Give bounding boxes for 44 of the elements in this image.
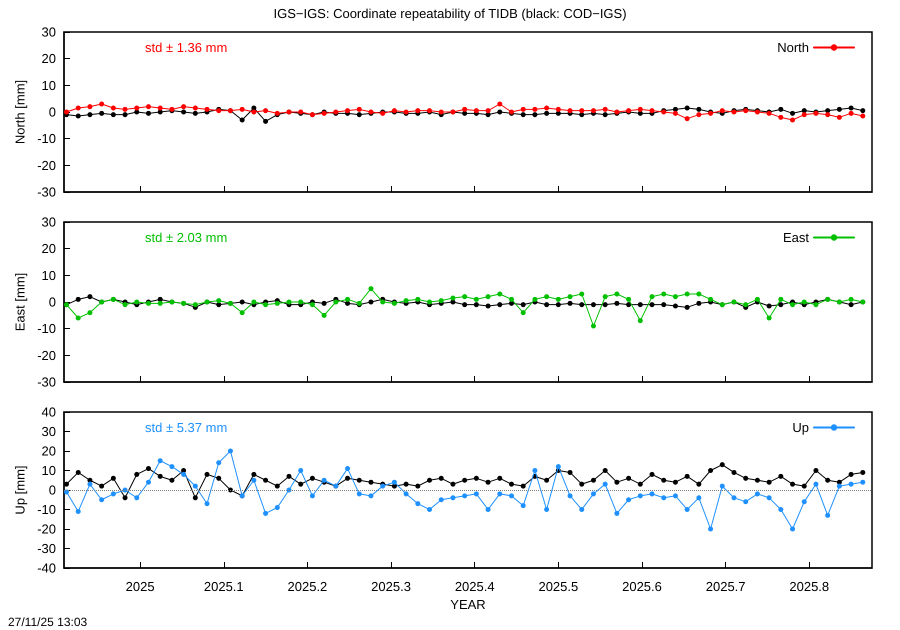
y-tick-label: 40 [42,404,56,420]
x-axis-title: YEAR [450,597,486,612]
y-tick-label: -30 [37,541,56,556]
x-tick-label: 2025.1 [204,579,244,594]
chart-title: IGS−IGS: Coordinate repeatability of TIDB (black: COD−IGS) [273,6,627,21]
y-tick-label: 0 [48,104,56,120]
y-axis-title: Up [mm] [12,465,28,515]
y-tick-label: -20 [37,522,56,536]
y-tick-label: 0 [48,294,56,310]
y-tick-label: -10 [37,502,56,517]
x-tick-label: 2025.3 [371,579,411,594]
y-tick-label: -40 [37,560,56,576]
y-tick-label: -20 [37,348,56,363]
y-tick-label: -30 [37,374,56,390]
y-tick-label: -20 [37,158,56,173]
y-tick-label: 20 [42,444,56,458]
text: 27/11/25 13:03 [8,615,88,629]
legend-label: Up [792,420,809,435]
y-tick-label: 10 [42,78,56,93]
y-axis-title: North [mm] [12,80,28,144]
y-tick-label: 20 [42,51,56,66]
y-tick-label: 30 [42,24,56,40]
x-tick-label: 2025.5 [538,579,578,594]
y-tick-label: -10 [37,321,56,336]
annotation: std ± 2.03 mm [145,230,228,245]
y-tick-label: 30 [42,424,56,439]
x-tick-label: 2025 [126,579,155,594]
x-tick-label: 2025.2 [288,579,328,594]
y-tick-label: 0 [48,482,56,498]
x-tick-label: 2025.8 [789,579,830,594]
x-tick-label: 2025.7 [706,579,746,594]
legend-label: East [782,230,810,245]
y-tick-label: 10 [42,463,56,478]
y-tick-label: 30 [42,214,56,230]
y-tick-label: -30 [37,184,56,200]
legend-label: North [777,40,809,55]
y-tick-label: 20 [42,241,56,256]
annotation: std ± 1.36 mm [145,40,228,55]
y-axis-title: East [mm] [12,272,28,332]
annotation: std ± 5.37 mm [145,420,228,435]
x-tick-label: 2025.4 [454,579,495,594]
y-tick-label: 10 [42,268,56,283]
y-tick-label: -10 [37,131,56,146]
x-tick-label: 2025.6 [622,579,662,594]
